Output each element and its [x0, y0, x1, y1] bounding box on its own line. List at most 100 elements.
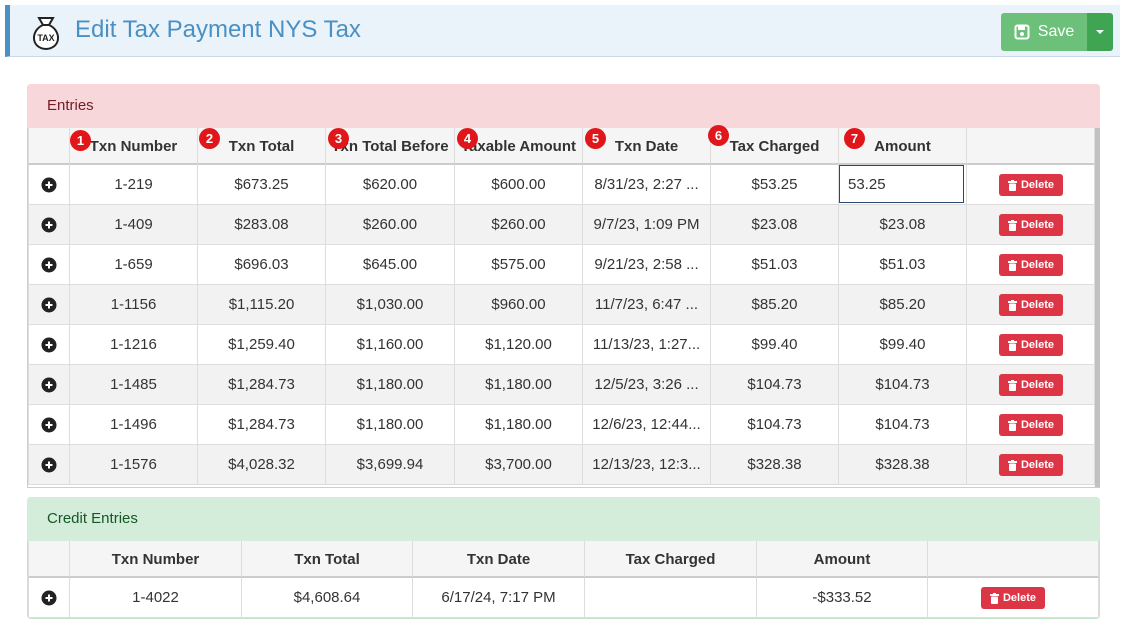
table-cell: 9/7/23, 1:09 PM [583, 205, 711, 245]
save-button[interactable]: Save [1001, 13, 1087, 51]
step-badge: 5 [585, 128, 606, 149]
table-cell: $328.38 [839, 445, 967, 485]
column-header: Txn Date [413, 541, 585, 578]
delete-button[interactable]: Delete [999, 294, 1063, 316]
header-cell [967, 128, 1095, 165]
entries-title: Entries [47, 97, 94, 114]
save-icon [1014, 24, 1030, 40]
delete-label: Delete [1020, 179, 1055, 191]
column-header: Amount [757, 541, 928, 578]
table-cell: $1,030.00 [326, 285, 455, 325]
table-cell: $600.00 [455, 165, 583, 205]
table-cell: $1,180.00 [455, 405, 583, 445]
table-cell: $23.08 [839, 205, 967, 245]
table-cell: $696.03 [198, 245, 326, 285]
column-header: Txn Number [70, 128, 198, 165]
table-cell: $53.25 [711, 165, 839, 205]
table-cell: $85.20 [711, 285, 839, 325]
credit-heading [27, 497, 1100, 541]
expand-button[interactable] [28, 205, 70, 245]
delete-label: Delete [1020, 299, 1055, 311]
expand-button[interactable] [28, 365, 70, 405]
expand-button[interactable] [28, 165, 70, 205]
expand-button[interactable] [28, 325, 70, 365]
delete-label: Delete [1020, 459, 1055, 471]
save-dropdown[interactable] [1087, 13, 1113, 51]
table-cell: $85.20 [839, 285, 967, 325]
delete-button[interactable]: Delete [999, 414, 1063, 436]
table-cell: $1,120.00 [455, 325, 583, 365]
entries-table: Txn Number Txn Total Txn Total Before Taxab… [28, 125, 1095, 485]
table-cell: $99.40 [839, 325, 967, 365]
table-cell [585, 578, 757, 618]
delete-label: Delete [1002, 592, 1037, 604]
delete-label: Delete [1020, 219, 1055, 231]
table-cell: $1,259.40 [198, 325, 326, 365]
step-badge: 3 [328, 128, 349, 149]
column-header: Tax Charged [585, 541, 757, 578]
table-cell: $283.08 [198, 205, 326, 245]
entries-heading [27, 84, 1100, 128]
table-cell: 9/21/23, 2:58 ... [583, 245, 711, 285]
table-cell: 12/13/23, 12:3... [583, 445, 711, 485]
table-cell: 1-1216 [70, 325, 198, 365]
table-cell: $104.73 [711, 405, 839, 445]
table-cell: -$333.52 [757, 578, 928, 618]
page-title: Edit Tax Payment NYS Tax [75, 16, 361, 43]
table-cell: 1-409 [70, 205, 198, 245]
table-cell: 1-4022 [70, 578, 242, 618]
table-cell: $1,284.73 [198, 365, 326, 405]
expand-button[interactable] [28, 285, 70, 325]
delete-label: Delete [1020, 419, 1055, 431]
column-header: Txn Total [242, 541, 413, 578]
header-cell [28, 541, 70, 578]
header-cell [928, 541, 1099, 578]
delete-button[interactable]: Delete [999, 254, 1063, 276]
delete-button[interactable]: Delete [999, 374, 1063, 396]
table-cell: 11/7/23, 6:47 ... [583, 285, 711, 325]
column-header: Txn Number [70, 541, 242, 578]
table-cell: $620.00 [326, 165, 455, 205]
table-cell: 1-1576 [70, 445, 198, 485]
table-cell: 12/6/23, 12:44... [583, 405, 711, 445]
expand-button[interactable] [28, 578, 70, 618]
table-cell: 1-219 [70, 165, 198, 205]
delete-label: Delete [1020, 379, 1055, 391]
delete-button[interactable]: Delete [999, 214, 1063, 236]
step-badge: 7 [844, 128, 865, 149]
scrollbar [1095, 128, 1100, 487]
table-cell: $328.38 [711, 445, 839, 485]
expand-button[interactable] [28, 445, 70, 485]
table-cell: 1-659 [70, 245, 198, 285]
delete-button[interactable]: Delete [981, 587, 1045, 609]
column-header: Tax Charged [711, 128, 839, 165]
icon-label: TAX [37, 33, 54, 43]
table-cell: 53.25 [839, 165, 967, 205]
table-cell: $3,700.00 [455, 445, 583, 485]
step-badge: 4 [457, 128, 478, 149]
delete-button[interactable]: Delete [999, 174, 1063, 196]
table-cell: $260.00 [455, 205, 583, 245]
table-cell: $1,180.00 [326, 405, 455, 445]
table-cell: $104.73 [839, 405, 967, 445]
table-cell: $3,699.94 [326, 445, 455, 485]
table-cell: $104.73 [711, 365, 839, 405]
table-cell: 8/31/23, 2:27 ... [583, 165, 711, 205]
table-cell: $23.08 [711, 205, 839, 245]
header-cell [28, 128, 70, 165]
table-cell: $1,160.00 [326, 325, 455, 365]
credit-title: Credit Entries [47, 510, 138, 527]
table-cell: 1-1156 [70, 285, 198, 325]
amount-input[interactable]: 53.25 [839, 165, 964, 203]
table-cell: $1,180.00 [455, 365, 583, 405]
table-cell: $4,608.64 [242, 578, 413, 618]
expand-button[interactable] [28, 245, 70, 285]
delete-button[interactable]: Delete [999, 334, 1063, 356]
delete-button[interactable]: Delete [999, 454, 1063, 476]
delete-label: Delete [1020, 339, 1055, 351]
table-cell: $260.00 [326, 205, 455, 245]
table-cell: $1,115.20 [198, 285, 326, 325]
expand-button[interactable] [28, 405, 70, 445]
